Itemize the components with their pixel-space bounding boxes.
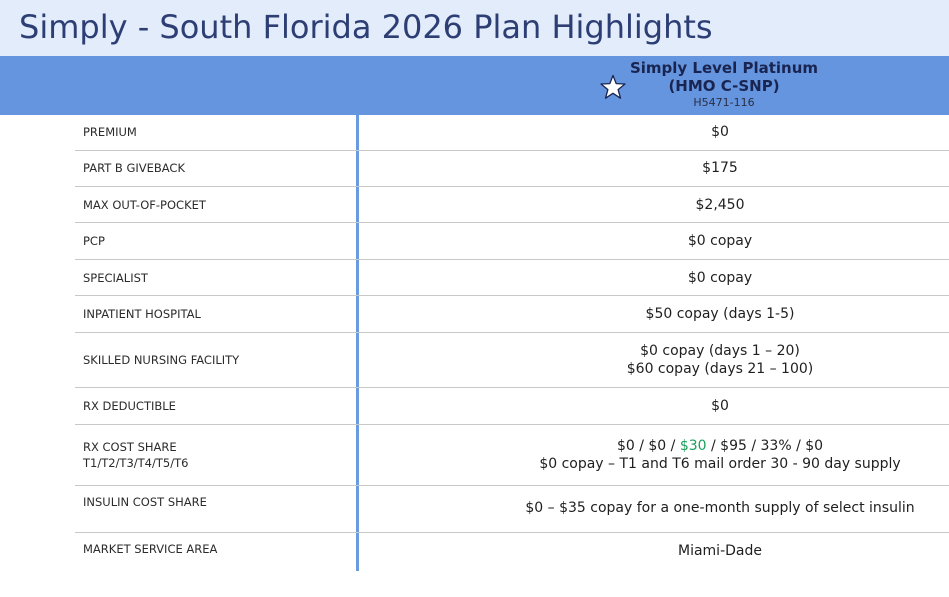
row-value: $2,450 <box>695 197 745 213</box>
row-divider <box>75 532 949 533</box>
row-divider <box>75 150 949 151</box>
page-title: Simply - South Florida 2026 Plan Highlig… <box>19 8 713 46</box>
row-label-line1: RX COST SHARE <box>83 440 177 454</box>
row-value-line1: $0 copay (days 1 – 20) <box>640 343 800 359</box>
star-icon <box>600 74 626 99</box>
row-value: $50 copay (days 1-5) <box>645 306 795 322</box>
table-row: RX DEDUCTIBLE $0 <box>0 387 949 424</box>
row-label: SKILLED NURSING FACILITY <box>83 353 240 367</box>
table-row: SPECIALIST $0 copay <box>0 259 949 295</box>
row-divider <box>75 387 949 388</box>
row-label: PART B GIVEBACK <box>83 161 186 175</box>
row-value: $0 copay <box>687 270 753 286</box>
table-row: MAX OUT-OF-POCKET $2,450 <box>0 186 949 222</box>
row-label: MARKET SERVICE AREA <box>83 542 218 556</box>
table-row: PART B GIVEBACK $175 <box>0 150 949 186</box>
table-row: RX COST SHARE T1/T2/T3/T4/T5/T6 $0 / $0 … <box>0 424 949 485</box>
plan-code: H5471-116 <box>693 96 755 109</box>
table-row: SKILLED NURSING FACILITY $0 copay (days … <box>0 332 949 387</box>
row-divider <box>75 295 949 296</box>
row-value-line2: $0 copay – T1 and T6 mail order 30 - 90 … <box>539 456 901 472</box>
row-label: RX DEDUCTIBLE <box>83 399 176 413</box>
plan-name: Simply Level Platinum <box>629 59 819 77</box>
plan-header: Simply Level Platinum (HMO C-SNP) H5471-… <box>600 58 850 114</box>
row-divider <box>75 222 949 223</box>
row-divider <box>75 485 949 486</box>
row-divider <box>75 332 949 333</box>
row-label: MAX OUT-OF-POCKET <box>83 198 206 212</box>
row-value: $175 <box>702 160 738 176</box>
row-value: Miami-Dade <box>678 543 762 559</box>
tier-costs-b: / $95 / 33% / $0 <box>706 438 824 454</box>
table-row: PCP $0 copay <box>0 222 949 259</box>
tier-costs-a: $0 / $0 / <box>616 438 680 454</box>
row-divider <box>75 186 949 187</box>
row-divider <box>75 259 949 260</box>
table-row: INSULIN COST SHARE $0 – $35 copay for a … <box>0 485 949 532</box>
row-label: PREMIUM <box>83 125 137 139</box>
row-value: $0 copay <box>687 233 753 249</box>
row-value-line2: $60 copay (days 21 – 100) <box>626 361 814 377</box>
row-value: $0 <box>711 398 729 414</box>
table-row: PREMIUM $0 <box>0 115 949 150</box>
row-label-line2: T1/T2/T3/T4/T5/T6 <box>83 456 189 470</box>
row-value-line1: $0 / $0 / $30 / $95 / 33% / $0 <box>490 437 949 455</box>
row-label: PCP <box>83 234 105 248</box>
row-value: $0 <box>711 124 729 140</box>
table-row: MARKET SERVICE AREA Miami-Dade <box>0 532 949 571</box>
column-divider <box>356 115 359 571</box>
row-label: INSULIN COST SHARE <box>83 495 207 509</box>
tier3-cost: $30 <box>679 438 707 454</box>
plan-type: (HMO C-SNP) <box>668 77 780 95</box>
row-label: SPECIALIST <box>83 271 148 285</box>
plan-header-band <box>0 56 949 115</box>
row-value: $0 – $35 copay for a one-month supply of… <box>525 500 915 516</box>
table-row: INPATIENT HOSPITAL $50 copay (days 1-5) <box>0 295 949 332</box>
row-divider <box>75 424 949 425</box>
row-label: INPATIENT HOSPITAL <box>83 307 201 321</box>
title-bar: Simply - South Florida 2026 Plan Highlig… <box>0 0 949 56</box>
